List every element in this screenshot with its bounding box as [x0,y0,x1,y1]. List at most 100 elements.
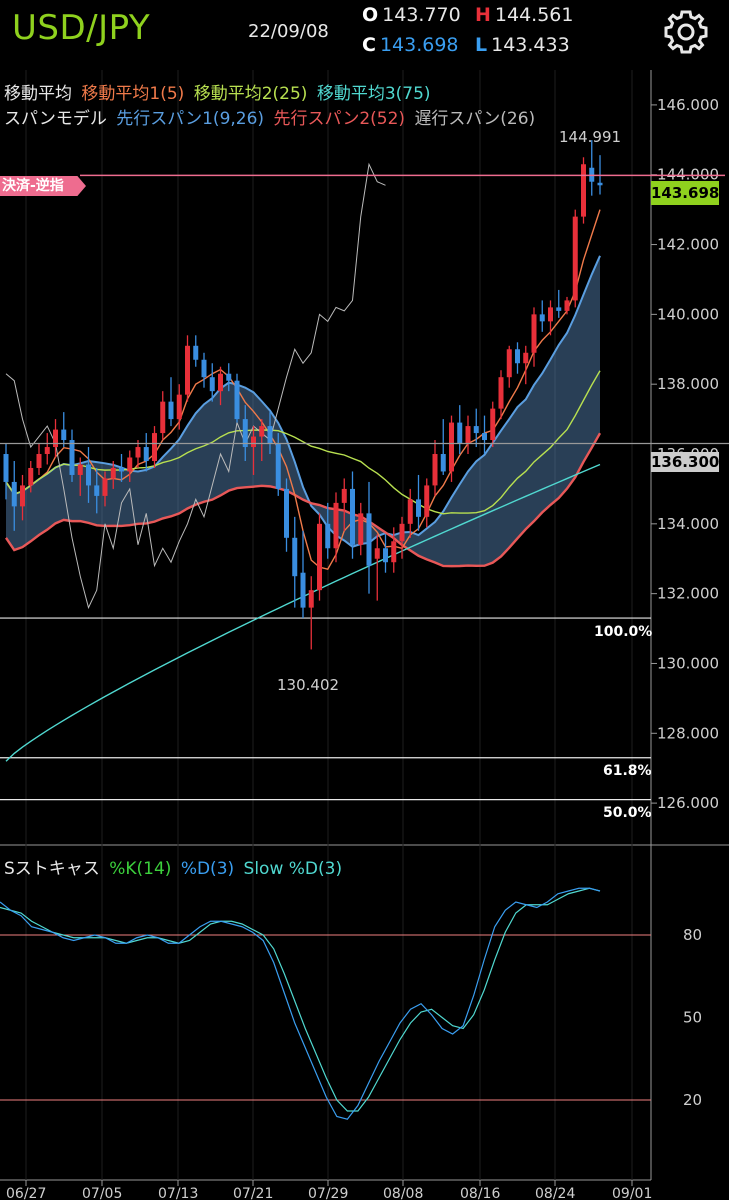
d-legend[interactable]: %D(3) [180,859,235,879]
candle-body-66 [548,307,553,322]
candle-body-13 [110,467,116,479]
slow-d-legend[interactable]: Slow %D(3) [243,859,343,879]
candle-body-54 [449,422,454,472]
open-label: O [362,4,379,26]
candle-body-18 [152,433,157,461]
candle-body-49 [407,499,413,524]
candle-body-7 [61,429,67,441]
chart-date: 22/09/08 [248,21,329,42]
price-tick-label-7: 132.000 [657,585,719,603]
candle-body-23 [193,345,199,360]
candle-body-30 [251,436,256,448]
level-price-tag[interactable]: 136.300 [651,452,720,472]
candle-body-64 [531,314,537,353]
candle-body-51 [424,485,430,517]
x-tick-label-0: 06/27 [6,1186,46,1200]
ma2-legend[interactable]: 移動平均2(25) [193,84,308,104]
price-tick-label-4: 138.000 [657,375,719,393]
candle-body-33 [275,443,281,489]
span-legend-title: スパンモデル [4,109,107,129]
candle-body-53 [440,454,446,472]
close-label: C [362,34,376,56]
candle-body-16 [135,447,141,458]
candle-body-40 [333,502,339,549]
candle-body-50 [416,499,421,517]
high-value: 144.561 [494,4,574,26]
candle-body-36 [300,572,306,608]
stoch-legend-title: Sストキャス [4,859,100,879]
candle-body-27 [226,373,232,381]
k-legend[interactable]: %K(14) [109,859,172,879]
ma3-legend[interactable]: 移動平均3(75) [316,84,431,104]
x-tick-label-3: 07/21 [233,1186,273,1200]
candle-body-69 [572,216,578,301]
ma-legend-title: 移動平均 [4,84,72,104]
candle-body-28 [234,380,240,420]
lag-span-line [5,162,386,610]
price-tick-label-6: 134.000 [657,515,719,533]
low-value: 143.433 [491,34,570,56]
symbol-title[interactable]: USD/JPY [12,8,151,48]
candle-body-34 [284,488,289,538]
candle-body-55 [457,422,463,444]
candle-body-35 [292,537,298,577]
candle-body-37 [308,590,314,608]
ma1-legend[interactable]: 移動平均1(5) [81,84,185,104]
fib-label-100: 100.0% [594,624,653,640]
stoch-tick-label-1: 50 [683,1009,702,1027]
candle-body-43 [358,513,364,545]
fib-label-618: 61.8% [603,763,652,779]
low-label: L [475,34,488,56]
price-tick-label-3: 140.000 [657,305,719,323]
candle-body-26 [218,373,223,392]
x-tick-label-4: 07/29 [308,1186,348,1200]
fib-label-50: 50.0% [603,805,652,821]
span-cloud [6,255,600,567]
high-label: H [475,4,491,26]
candle-body-61 [506,349,512,378]
d-line [0,887,601,1120]
candle-body-59 [490,408,496,441]
span1-legend[interactable]: 先行スパン1(9,26) [116,109,265,129]
x-tick-label-8: 09/01 [612,1186,652,1200]
low-annotation: 130.402 [277,676,340,694]
gear-icon[interactable] [660,6,712,58]
ma-legend: 移動平均 移動平均1(5) 移動平均2(25) 移動平均3(75) [4,79,435,104]
high-readout: H 144.561 [475,4,573,26]
lag-legend[interactable]: 遅行スパン(26) [414,109,536,129]
candle-body-24 [201,359,207,378]
candle-body-2 [20,485,25,507]
low-readout: L 143.433 [475,34,570,56]
candle-body-20 [168,401,174,420]
candle-body-39 [325,523,331,549]
candle-body-15 [127,457,133,472]
stoch-legend: Sストキャス %K(14) %D(3) Slow %D(3) [4,854,346,879]
candle-body-52 [432,454,438,486]
candle-body-60 [498,377,504,409]
price-tick-label-9: 128.000 [657,724,719,742]
candle-body-12 [102,478,108,496]
candle-body-67 [556,307,562,311]
x-tick-label-1: 07/05 [82,1186,122,1200]
x-tick-label-7: 08/24 [535,1186,575,1200]
candle-body-68 [564,300,570,311]
candle-body-57 [473,426,479,434]
span-legend: スパンモデル 先行スパン1(9,26) 先行スパン2(52) 遅行スパン(26) [4,104,539,129]
price-tick-label-0: 146.000 [657,96,719,114]
candle-body-46 [383,548,388,563]
price-tick-label-8: 130.000 [657,654,719,672]
candle-body-0 [3,454,9,482]
candle-body-8 [69,440,75,475]
stoch-tick-label-0: 80 [683,926,702,944]
price-tick-label-2: 142.000 [657,236,719,254]
order-line-tag[interactable]: 決済-逆指 [0,176,86,196]
high-annotation: 144.991 [559,128,622,146]
x-tick-label-2: 07/13 [158,1186,198,1200]
open-value: 143.770 [382,4,461,26]
span2-legend[interactable]: 先行スパン2(52) [273,109,406,129]
candle-body-65 [539,314,545,322]
candle-body-44 [366,513,372,566]
candle-body-58 [482,433,487,441]
close-readout: C 143.698 [362,34,459,56]
